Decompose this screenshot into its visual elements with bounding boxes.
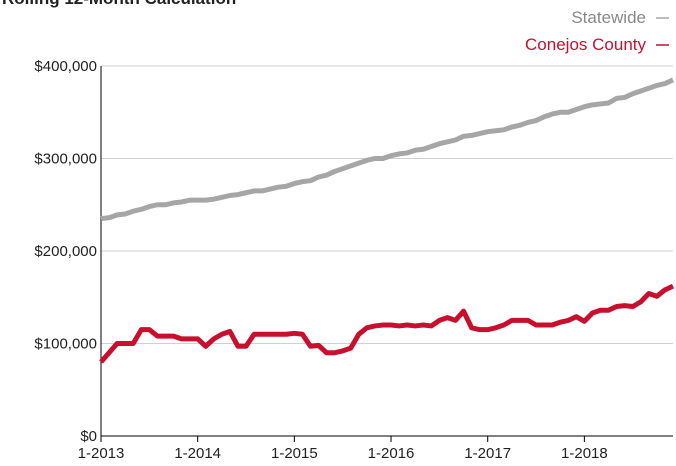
x-tick-label: 1-2016 — [368, 445, 415, 462]
x-tick-label: 1-2017 — [464, 445, 511, 462]
x-tick-label: 1-2013 — [78, 445, 125, 462]
x-tick-label: 1-2015 — [271, 445, 318, 462]
x-tick-label: 1-2014 — [174, 445, 221, 462]
chart-title: Rolling 12-Month Calculation — [2, 0, 236, 8]
legend-label: Statewide — [571, 8, 646, 27]
y-tick-label: $100,000 — [34, 336, 97, 353]
line-series — [99, 283, 675, 364]
y-tick-label: $400,000 — [34, 58, 97, 75]
y-tick-label: $300,000 — [34, 151, 97, 168]
y-tick-label: $200,000 — [34, 243, 97, 260]
y-tick-label: $0 — [80, 428, 97, 445]
legend-label: Conejos County — [525, 35, 646, 54]
x-tick-label: 1-2018 — [561, 445, 608, 462]
line-series — [100, 77, 675, 222]
